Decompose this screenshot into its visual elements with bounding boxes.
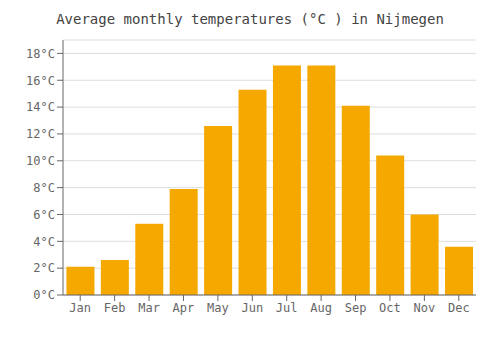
svg-text:Jul: Jul (276, 301, 298, 315)
svg-text:18°C: 18°C (26, 47, 55, 61)
svg-text:Nov: Nov (414, 301, 436, 315)
svg-text:Aug: Aug (310, 301, 332, 315)
svg-text:May: May (207, 301, 229, 315)
svg-text:Jun: Jun (241, 301, 263, 315)
svg-text:12°C: 12°C (26, 127, 55, 141)
svg-text:16°C: 16°C (26, 74, 55, 88)
svg-text:0°C: 0°C (33, 288, 55, 302)
svg-text:4°C: 4°C (33, 235, 55, 249)
svg-text:Apr: Apr (173, 301, 195, 315)
html-text:Average monthly temperatures (: Average monthly temperatures (°C ) in Ni… (56, 11, 444, 27)
svg-text:Mar: Mar (138, 301, 160, 315)
svg-text:Feb: Feb (104, 301, 126, 315)
svg-text:Dec: Dec (448, 301, 470, 315)
svg-text:8°C: 8°C (33, 181, 55, 195)
svg-text:14°C: 14°C (26, 100, 55, 114)
svg-text:10°C: 10°C (26, 154, 55, 168)
svg-text:2°C: 2°C (33, 261, 55, 275)
svg-text:Sep: Sep (345, 301, 367, 315)
svg-text:Jan: Jan (69, 301, 91, 315)
svg-text:6°C: 6°C (33, 208, 55, 222)
svg-text:Oct: Oct (379, 301, 401, 315)
